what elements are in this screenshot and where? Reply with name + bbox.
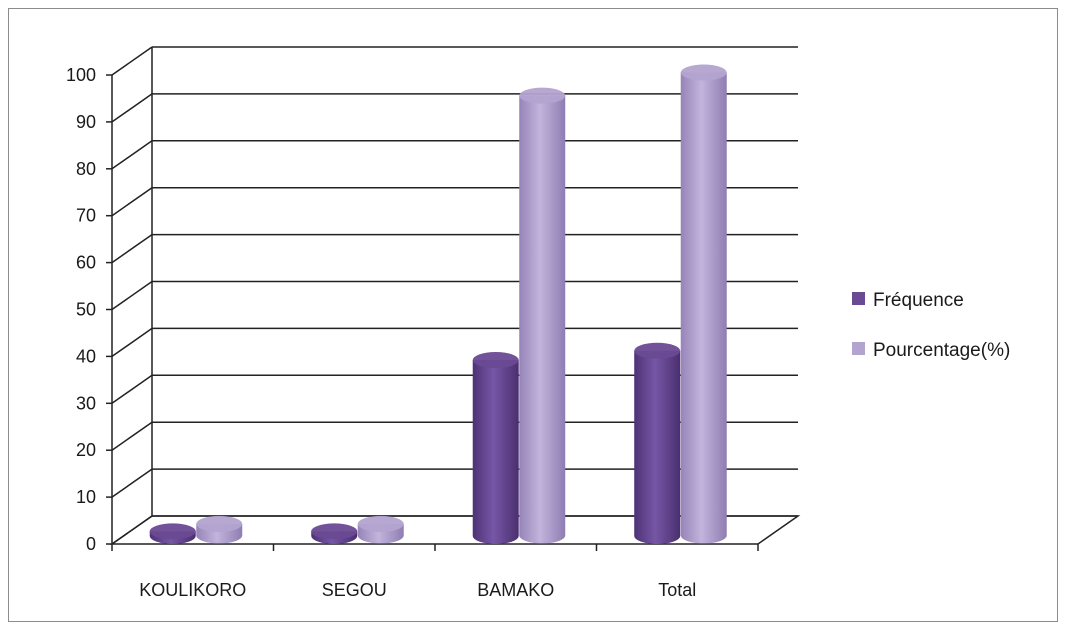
x-category-label: KOULIKORO: [139, 580, 246, 600]
gridline-depth: [111, 374, 153, 404]
legend-swatch-pourcentage: [852, 342, 865, 355]
bar-body: [519, 95, 566, 544]
bar-frequence-segou: [311, 523, 358, 544]
legend-swatch-frequence: [852, 292, 865, 305]
bar-pourcentage-total: [680, 64, 727, 544]
chart-floor: [109, 515, 801, 545]
y-tick-label: 60: [76, 253, 96, 273]
bar-frequence-koulikoro: [149, 523, 196, 544]
bar-body: [680, 72, 727, 544]
x-category-label: Total: [658, 580, 696, 600]
bar-top: [149, 523, 196, 540]
bar-top: [519, 87, 566, 104]
y-tick-label: 70: [76, 206, 96, 226]
bars: [149, 64, 727, 544]
gridline-depth: [111, 468, 153, 498]
bar-pourcentage-segou: [357, 515, 404, 544]
bar-body: [472, 360, 519, 544]
y-tick-label: 80: [76, 159, 96, 179]
bar-top: [196, 515, 243, 532]
gridline-depth: [111, 93, 153, 123]
x-axis-categories: KOULIKORO SEGOU BAMAKO Total: [139, 580, 696, 600]
bar-frequence-total: [634, 342, 681, 544]
bar-body: [634, 350, 681, 544]
gridline-depth: [111, 187, 153, 217]
gridline-depth: [111, 421, 153, 451]
y-tick-label: 20: [76, 440, 96, 460]
y-tick-label: 30: [76, 393, 96, 413]
legend: Fréquence Pourcentage(%): [852, 290, 1010, 361]
y-tick-label: 90: [76, 112, 96, 132]
legend-label-pourcentage: Pourcentage(%): [873, 340, 1010, 361]
bar-frequence-bamako: [472, 352, 519, 544]
y-tick-label: 100: [66, 65, 96, 85]
gridline-depth: [111, 140, 153, 170]
gridline-depth: [111, 46, 153, 76]
bar-top: [472, 352, 519, 369]
x-category-label: SEGOU: [322, 580, 387, 600]
legend-label-frequence: Fréquence: [873, 290, 964, 311]
gridline-depth: [111, 327, 153, 358]
bar-top: [680, 64, 727, 81]
bar-pourcentage-bamako: [519, 87, 566, 544]
bar-pourcentage-koulikoro: [196, 515, 243, 544]
bar-top: [311, 523, 358, 540]
y-tick-label: 50: [76, 300, 96, 320]
gridline-depth: [111, 233, 153, 264]
x-category-label: BAMAKO: [477, 580, 554, 600]
y-axis-ticks: 0 10 20 30 40 50 60 70 80 90 100: [66, 65, 96, 554]
gridline-depth: [111, 280, 153, 311]
y-tick-label: 0: [86, 534, 96, 554]
bar-top: [634, 342, 681, 359]
bar-top: [357, 515, 404, 532]
y-tick-label: 10: [76, 487, 96, 507]
y-tick-label: 40: [76, 346, 96, 366]
